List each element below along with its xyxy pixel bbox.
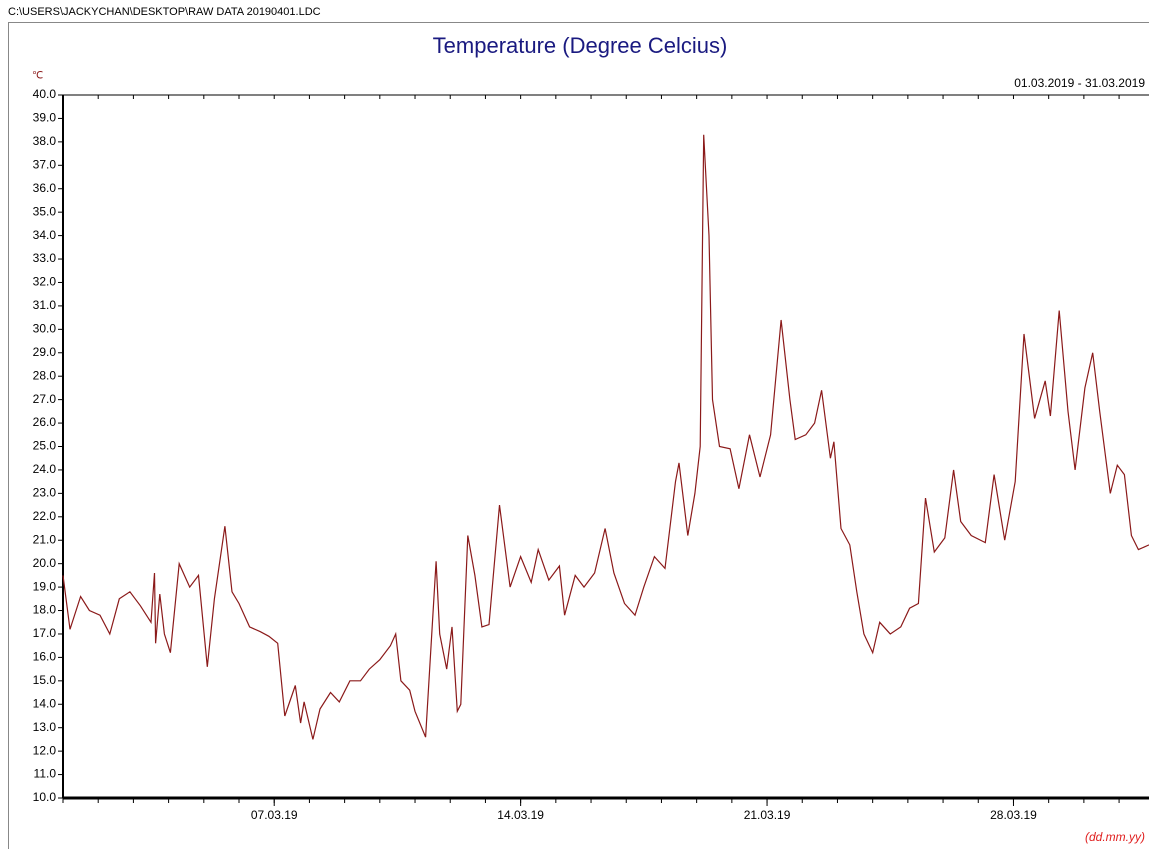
- y-tick-label: 31.0: [33, 298, 57, 312]
- y-tick-label: 25.0: [33, 439, 57, 453]
- date-range: 01.03.2019 - 31.03.2019: [1014, 76, 1145, 90]
- y-tick-label: 12.0: [33, 743, 57, 757]
- x-tick-label: 21.03.19: [744, 808, 791, 822]
- y-tick-label: 39.0: [33, 111, 57, 125]
- y-tick-label: 29.0: [33, 345, 57, 359]
- y-tick-label: 14.0: [33, 696, 57, 710]
- y-tick-label: 37.0: [33, 157, 57, 171]
- y-unit: ℃: [32, 71, 43, 82]
- y-tick-label: 16.0: [33, 650, 57, 664]
- y-tick-label: 26.0: [33, 415, 57, 429]
- y-tick-label: 17.0: [33, 626, 57, 640]
- y-tick-label: 23.0: [33, 486, 57, 500]
- y-tick-label: 30.0: [33, 322, 57, 336]
- x-tick-label: 14.03.19: [497, 808, 544, 822]
- y-tick-label: 11.0: [34, 767, 57, 781]
- y-tick-label: 13.0: [33, 720, 57, 734]
- y-tick-label: 27.0: [33, 392, 57, 406]
- y-tick-label: 36.0: [33, 181, 57, 195]
- y-tick-label: 20.0: [33, 556, 57, 570]
- x-tick-label: 28.03.19: [990, 808, 1037, 822]
- y-tick-label: 28.0: [33, 368, 57, 382]
- y-tick-label: 21.0: [33, 532, 57, 546]
- y-tick-label: 32.0: [33, 275, 57, 289]
- y-tick-label: 15.0: [33, 673, 57, 687]
- chart-title: Temperature (Degree Celcius): [433, 33, 728, 58]
- y-tick-label: 40.0: [33, 87, 57, 101]
- y-tick-label: 22.0: [33, 509, 57, 523]
- y-tick-label: 19.0: [33, 579, 57, 593]
- x-format: (dd.mm.yy): [1085, 830, 1145, 844]
- y-tick-label: 35.0: [33, 204, 57, 218]
- y-tick-label: 18.0: [33, 603, 57, 617]
- y-tick-label: 33.0: [33, 251, 57, 265]
- y-tick-label: 34.0: [33, 228, 57, 242]
- file-path: C:\USERS\JACKYCHAN\DESKTOP\RAW DATA 2019…: [8, 6, 321, 18]
- y-tick-label: 10.0: [33, 790, 57, 804]
- y-tick-label: 38.0: [33, 134, 57, 148]
- temperature-line: [62, 134, 1149, 740]
- frame: [8, 22, 1149, 849]
- y-tick-label: 24.0: [33, 462, 57, 476]
- x-tick-label: 07.03.19: [251, 808, 298, 822]
